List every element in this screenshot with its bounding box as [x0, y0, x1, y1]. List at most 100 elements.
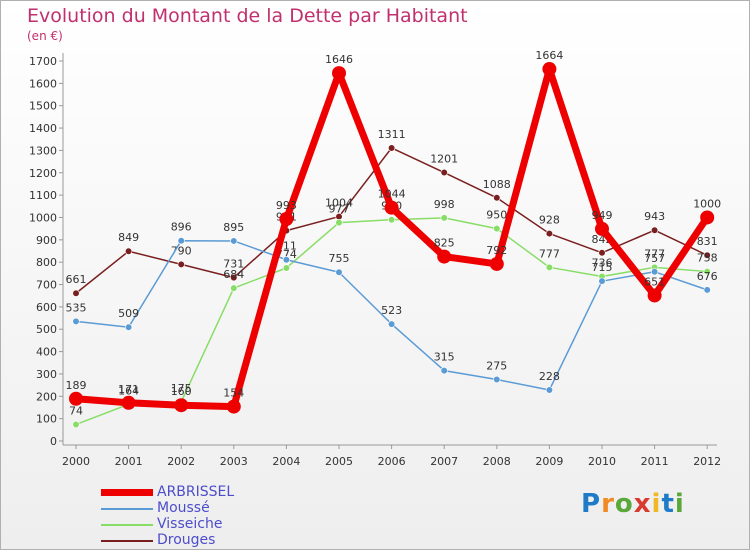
data-label-arbrissel: 1664 [535, 49, 563, 62]
legend-swatch-arbrissel [101, 489, 153, 496]
data-label-mouss: 896 [171, 221, 192, 234]
data-point-mouss [177, 237, 185, 245]
data-label-drouges: 928 [539, 214, 560, 227]
y-tick-label: 1300 [29, 144, 57, 157]
data-label-mouss: 676 [697, 270, 718, 283]
data-point-arbrissel [174, 398, 189, 413]
data-label-mouss: 523 [381, 304, 402, 317]
y-tick-label: 100 [36, 413, 57, 426]
data-point-mouss [335, 268, 343, 276]
data-point-arbrissel [226, 399, 241, 414]
data-label-visseiche: 175 [171, 382, 192, 395]
data-label-mouss: 715 [592, 261, 613, 274]
y-tick-label: 400 [36, 346, 57, 359]
data-point-arbrissel [542, 62, 557, 77]
data-point-mouss [545, 386, 554, 394]
data-label-drouges: 943 [644, 210, 665, 223]
y-tick-label: 300 [36, 368, 57, 381]
data-point-arbrissel [121, 395, 136, 410]
y-tick-label: 1100 [29, 189, 57, 202]
data-point-visseiche [493, 225, 501, 233]
data-label-arbrissel: 651 [644, 275, 665, 288]
data-label-mouss: 535 [66, 301, 87, 314]
data-point-arbrissel [647, 288, 662, 303]
x-tick-label: 2008 [483, 455, 511, 468]
proxiti-logo: Proxiti [581, 489, 685, 519]
logo-letter: i [651, 489, 662, 519]
x-tick-label: 2003 [220, 455, 248, 468]
data-point-arbrissel [700, 210, 715, 225]
data-point-drouges [72, 289, 80, 297]
x-tick-label: 2005 [325, 455, 353, 468]
x-tick-label: 2000 [62, 455, 90, 468]
data-label-arbrissel: 1044 [378, 188, 406, 201]
legend-label-visseiche: Visseiche [157, 516, 223, 532]
data-label-arbrissel: 825 [434, 237, 455, 250]
data-label-drouges: 831 [697, 235, 718, 248]
data-label-arbrissel: 154 [223, 387, 244, 400]
data-point-mouss [72, 317, 80, 326]
y-tick-label: 700 [36, 279, 57, 292]
data-label-arbrissel: 160 [171, 385, 192, 398]
data-label-drouges: 1201 [430, 153, 458, 166]
data-point-mouss [650, 268, 659, 276]
logo-letter: r [601, 489, 615, 519]
chart-title: Evolution du Montant de la Dette par Hab… [27, 5, 468, 27]
legend-swatch-mousse [101, 508, 153, 510]
x-tick-label: 2002 [167, 455, 195, 468]
data-point-drouges [650, 226, 659, 234]
data-point-visseiche [388, 216, 396, 224]
data-label-drouges: 661 [66, 273, 87, 286]
legend-label-mousse: Moussé [157, 500, 210, 516]
data-point-arbrissel [69, 391, 83, 406]
data-point-mouss [703, 286, 711, 294]
chart-subtitle: (en €) [27, 29, 63, 43]
data-label-drouges: 849 [118, 231, 139, 244]
data-label-visseiche: 998 [434, 198, 455, 211]
logo-letter: t [661, 489, 675, 519]
data-label-drouges: 731 [223, 258, 244, 271]
y-tick-label: 1600 [29, 77, 57, 90]
data-point-arbrissel [489, 256, 504, 271]
data-point-visseiche [72, 420, 80, 429]
x-tick-label: 2004 [272, 455, 300, 468]
y-tick-label: 900 [36, 234, 57, 247]
x-tick-label: 2012 [693, 455, 721, 468]
data-label-mouss: 757 [644, 252, 665, 265]
series-line-arbrissel [72, 65, 711, 411]
data-label-drouges: 790 [171, 244, 192, 257]
data-label-drouges: 1088 [483, 178, 511, 191]
data-point-arbrissel [595, 221, 609, 236]
y-tick-label: 1200 [29, 167, 57, 180]
logo-letter: x [633, 489, 652, 519]
data-label-drouges: 1311 [378, 128, 406, 141]
legend-swatch-drouges [101, 540, 153, 542]
data-point-mouss [388, 320, 396, 328]
y-tick-label: 600 [36, 301, 57, 314]
y-tick-label: 200 [36, 390, 57, 403]
data-label-arbrissel: 1646 [325, 53, 353, 66]
data-point-visseiche [230, 284, 238, 292]
x-tick-label: 2001 [115, 455, 143, 468]
data-point-visseiche [703, 267, 711, 276]
data-label-visseiche: 736 [592, 256, 613, 269]
data-point-drouges [230, 274, 238, 282]
y-tick-label: 500 [36, 323, 57, 336]
logo-letter: o [614, 489, 634, 519]
data-label-mouss: 315 [434, 351, 455, 364]
data-label-arbrissel: 949 [592, 209, 613, 222]
data-point-arbrissel [279, 212, 294, 227]
legend-swatch-visseiche [101, 524, 153, 526]
data-label-mouss: 228 [539, 370, 560, 383]
data-label-visseiche: 777 [644, 247, 665, 260]
data-label-arbrissel: 1000 [693, 197, 721, 210]
data-point-drouges [440, 168, 448, 177]
data-label-visseiche: 758 [697, 252, 718, 265]
data-label-visseiche: 684 [223, 268, 244, 281]
data-label-visseiche: 950 [486, 209, 507, 222]
data-label-arbrissel: 171 [118, 383, 139, 396]
data-point-mouss [282, 256, 291, 264]
data-point-visseiche [545, 263, 554, 271]
legend-label-arbrissel: ARBRISSEL [157, 484, 235, 500]
